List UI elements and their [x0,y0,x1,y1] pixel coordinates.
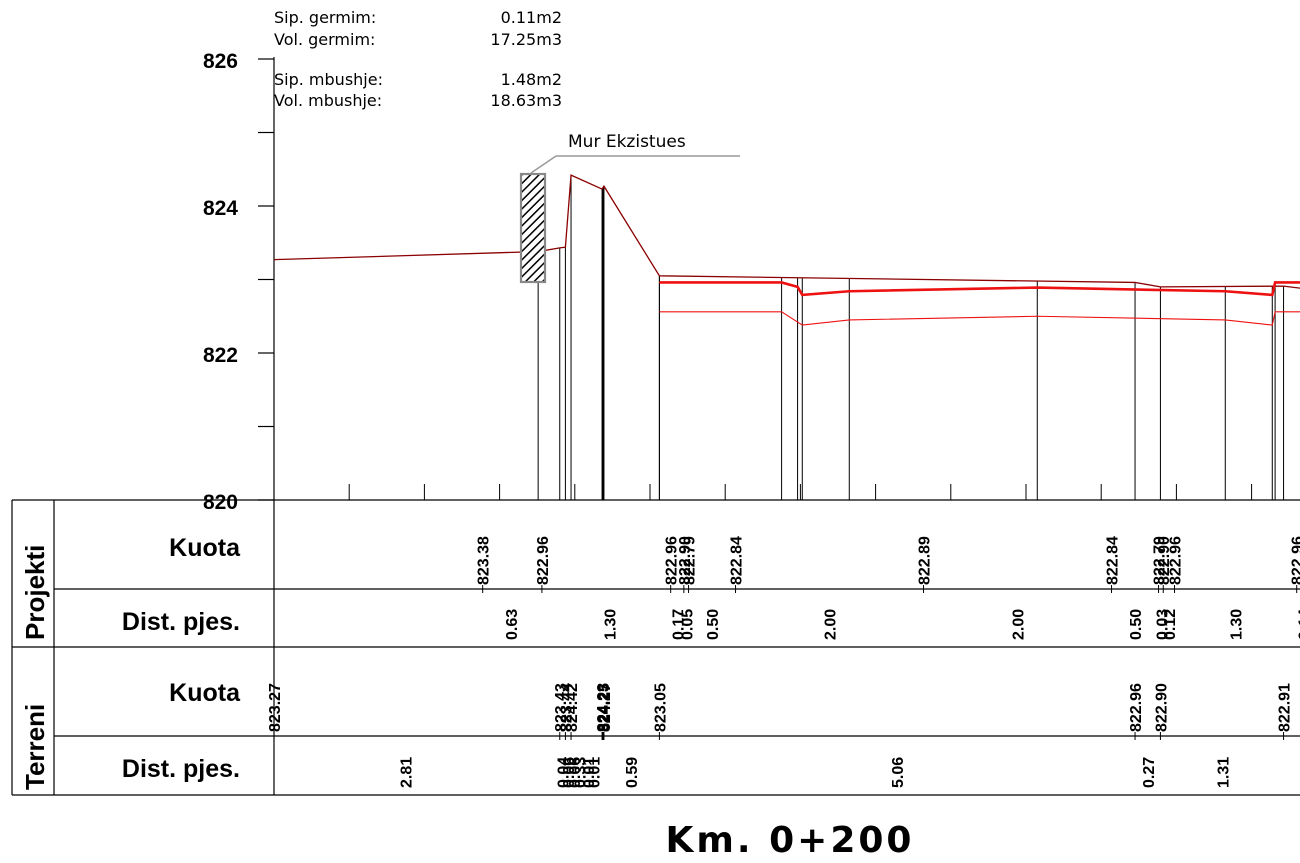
projekti-dist-value: 2.00 [823,609,840,640]
summary-value-4: 18.63m3 [490,91,562,110]
terrain-line [273,174,1300,289]
summary-label-1: Sip. germim: [274,8,376,27]
projekti-kuota-value: 822.79 [1152,536,1169,585]
terreni-kuota-value: 823.27 [267,683,284,732]
terreni-kuota-label: Kuota [169,679,241,707]
projekti-dist-value: 0.14 [1296,609,1300,640]
terreni-kuota-value: 824.23 [595,683,612,732]
projekti-kuota-value: 823.38 [476,536,493,585]
design-top-line [659,281,1300,297]
projekti-kuota-value: 822.96 [535,536,552,585]
projekti-dist-value: 1.30 [603,609,620,640]
terreni-dist-value: 0.01 [581,757,598,788]
terreni-dist-value: 0.27 [1141,757,1158,788]
elevation-tick-label: 822 [203,344,238,367]
elevation-tick-label: 824 [203,197,238,220]
projekti-kuota-value: 822.84 [1105,536,1122,585]
data-table [11,499,1300,796]
projekti-kuota-value: 822.96 [1168,536,1185,585]
terreni-dist-value: 0.06 [567,757,584,788]
profile-lines [273,174,1300,326]
elevation-axis: 820 822 824 826 [203,50,275,514]
terreni-dist-value: 1.31 [1215,757,1232,788]
terreni-kuota-value: 824.27 [597,683,614,732]
station-verticals [273,175,1285,500]
projekti-dist-value: 1.30 [1229,609,1246,640]
wall-outline [519,172,547,284]
projekti-kuota-value: 822.90 [677,536,694,585]
projekti-dist-value: 0.63 [504,609,521,640]
projekti-dist-value: 0.50 [1128,609,1145,640]
projekti-kuota-value: 822.84 [729,536,746,585]
projekti-dist-value: 0.03 [1154,609,1171,640]
section-projekti: Projekti [20,545,50,640]
design-bottom-line [659,311,1300,326]
projekti-dist-value: 2.00 [1011,609,1028,640]
summary-value-2: 17.25m3 [490,30,562,49]
terreni-kuota-value: 824.42 [564,683,581,732]
terreni-kuota-value: 823.43 [553,683,570,732]
projekti-kuota-value: 822.89 [917,536,934,585]
terreni-dist-value: 0.06 [561,757,578,788]
terreni-kuota-value: 822.91 [1277,683,1294,732]
terreni-kuota-value: 824.25 [596,683,613,732]
summary-value-3: 1.48m2 [501,70,562,89]
terreni-kuota-value: 822.96 [1128,683,1145,732]
terreni-kuota-value: 822.90 [1153,683,1170,732]
terreni-dist-value: 0.01 [587,757,604,788]
terreni-dist-label: Dist. pjes. [122,755,240,783]
elevation-tick-label: 826 [203,50,238,73]
projekti-dist-value: 0.50 [705,609,722,640]
wall-leader [530,155,557,174]
terreni-dist-value: 5.06 [890,757,907,788]
projekti-kuota-value: 822.96 [1290,536,1300,585]
projekti-kuota-value: 822.90 [1156,536,1173,585]
summary-label-2: Vol. germim: [274,30,375,49]
elevation-tick-label: 820 [203,491,238,514]
summary-value-1: 0.11m2 [501,8,562,27]
projekti-kuota-label: Kuota [169,534,241,562]
projekti-dist-value: 0.12 [1162,609,1179,640]
terreni-dist-value: 0.59 [624,757,641,788]
terreni-kuota-value: 823.05 [652,683,669,732]
section-terreni: Terreni [20,704,50,790]
terreni-dist-value: 2.81 [399,757,416,788]
station-label: Km. 0+200 [666,820,915,861]
summary-label-4: Vol. mbushje: [274,91,382,110]
summary-label-3: Sip. mbushje: [274,70,383,89]
volume-summary: Sip. germim: 0.11m2 Vol. germim: 17.25m3… [274,8,562,110]
projekti-dist-label: Dist. pjes. [122,608,240,636]
wall-hatch [520,173,546,283]
existing-wall: Mur Ekzistues [519,132,740,284]
terreni-dist-value: 0.33 [573,757,590,788]
terreni-kuota-value: 823.44 [558,683,575,732]
terreni-dist-value: 0.04 [556,757,573,788]
projekti-kuota-value: 822.96 [664,536,681,585]
projekti-dist-value: 0.05 [680,609,697,640]
projekti-dist-value: 0.17 [670,609,687,640]
wall-label: Mur Ekzistues [568,132,686,152]
projekti-kuota-value: 822.79 [682,536,699,585]
